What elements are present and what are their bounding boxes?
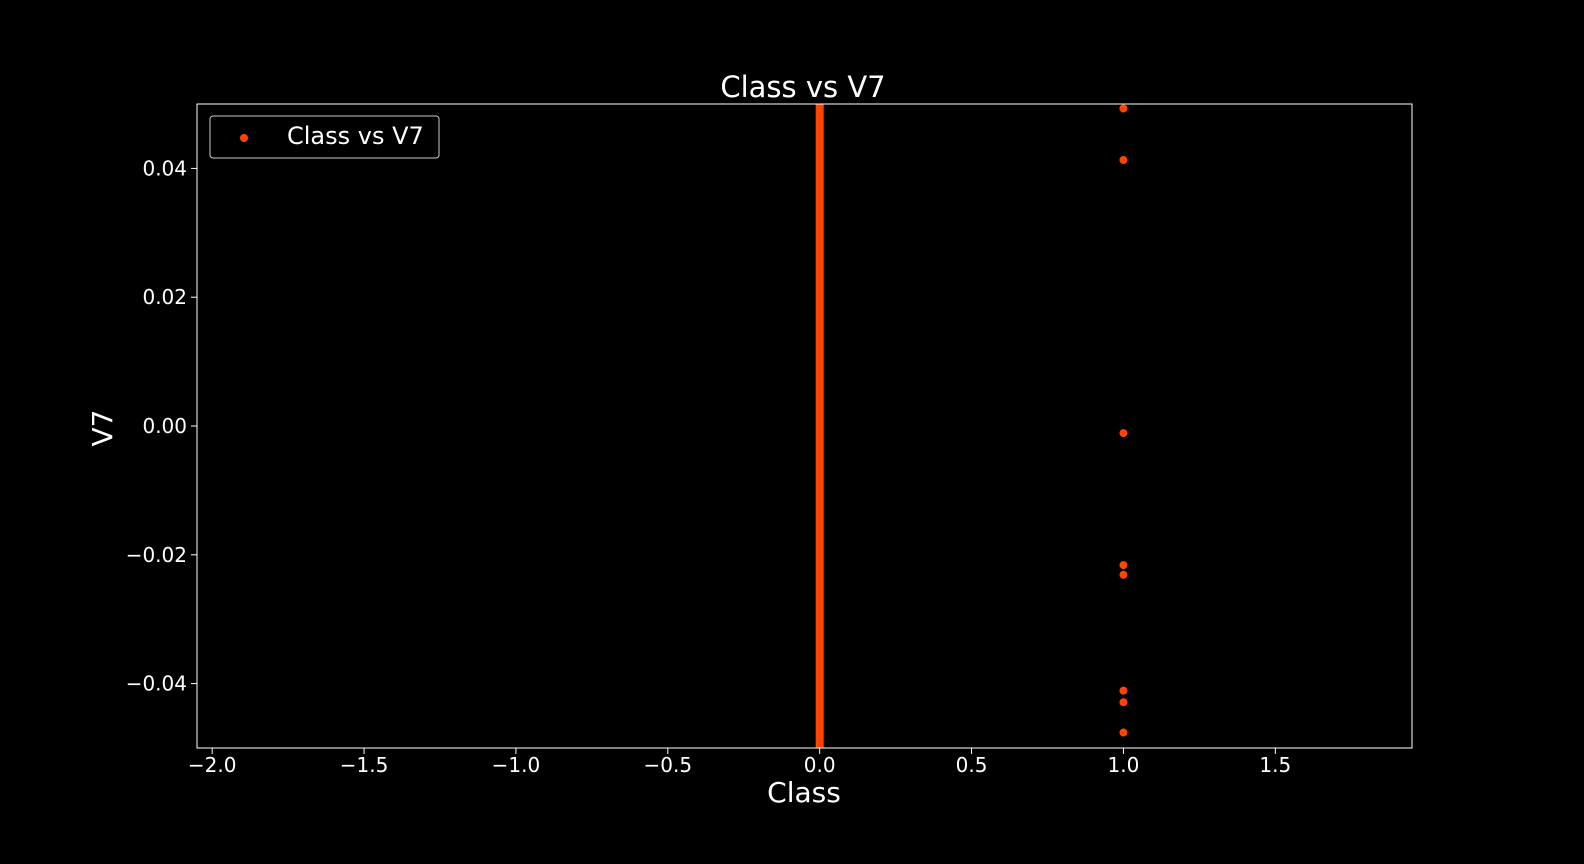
data-point-0-7 xyxy=(1119,728,1128,737)
legend-marker xyxy=(240,134,248,142)
x-tick-label-3: −0.5 xyxy=(644,753,693,777)
data-point-0-4 xyxy=(1119,570,1128,579)
y-axis-ticks: −0.04 −0.02 0.00 0.02 0.04 xyxy=(126,156,197,696)
x-tick-label-5: 0.5 xyxy=(956,753,988,777)
y-tick-label-4: 0.04 xyxy=(142,156,187,180)
legend-label: Class vs V7 xyxy=(287,122,424,150)
x-axis-title: Class xyxy=(767,776,841,809)
plot-frame xyxy=(196,103,1413,749)
y-tick-label-3: 0.02 xyxy=(142,285,187,309)
chart-title: Class vs V7 xyxy=(720,70,885,104)
data-point-0-6 xyxy=(1119,698,1128,707)
data-point-0-3 xyxy=(1119,561,1128,570)
x-axis-ticks: −2.0 −1.5 −1.0 −0.5 0.0 0.5 1.0 1.5 xyxy=(188,748,1291,777)
x-tick-label-7: 1.5 xyxy=(1259,753,1291,777)
y-axis-title: V7 xyxy=(86,410,119,447)
y-tick-label-2: 0.00 xyxy=(142,414,187,438)
y-tick-label-0: −0.04 xyxy=(126,672,187,696)
x-tick-label-4: 0.0 xyxy=(804,753,836,777)
data-point-0-0 xyxy=(1119,104,1128,113)
x-tick-label-1: −1.5 xyxy=(340,753,389,777)
data-point-0-1 xyxy=(1119,156,1128,165)
data-point-0-2 xyxy=(1119,429,1128,438)
x-tick-label-6: 1.0 xyxy=(1108,753,1140,777)
plot-area xyxy=(815,104,1128,748)
data-point-0-5 xyxy=(1119,686,1128,695)
x-tick-label-2: −1.0 xyxy=(492,753,541,777)
legend: Class vs V7 xyxy=(209,115,440,159)
y-tick-label-1: −0.02 xyxy=(126,543,187,567)
x-tick-label-0: −2.0 xyxy=(188,753,237,777)
legend-box xyxy=(209,115,440,159)
